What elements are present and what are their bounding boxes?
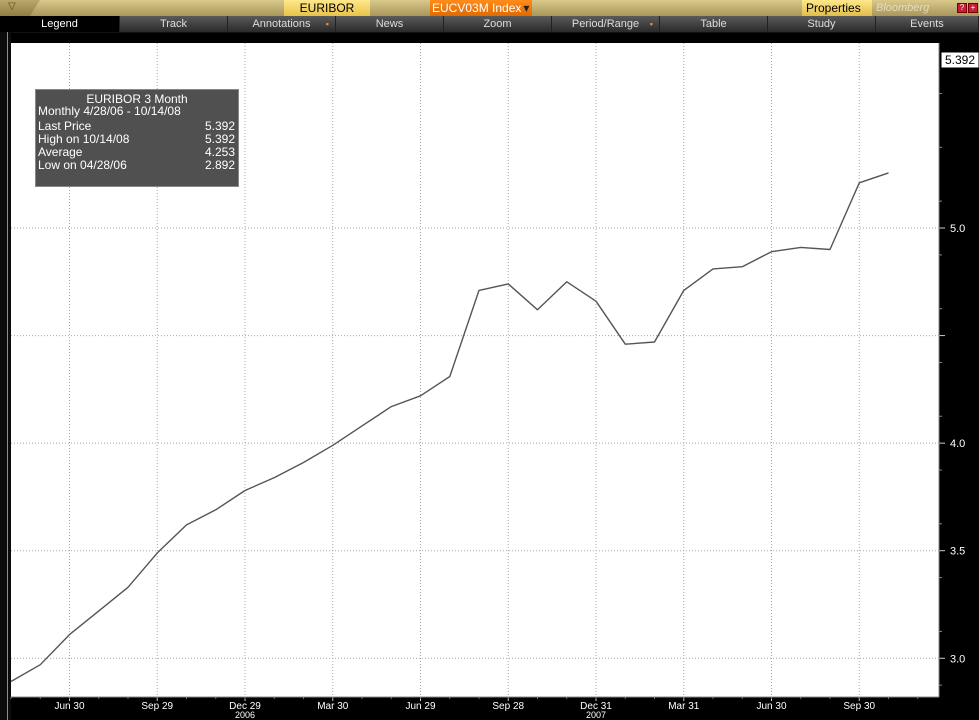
- menu-item-study[interactable]: Study: [768, 16, 876, 32]
- menu-item-news[interactable]: News: [336, 16, 444, 32]
- menu-item-track[interactable]: Track: [120, 16, 228, 32]
- x-tick-label: Dec 29: [229, 701, 261, 712]
- menu-item-table[interactable]: Table: [660, 16, 768, 32]
- legend-row-last-price: Last Price 5.392: [38, 119, 235, 133]
- last-value-label: 5.392: [945, 53, 975, 67]
- legend-subtitle: Monthly 4/28/06 - 10/14/08: [38, 104, 181, 118]
- x-tick-label: Sep 29: [141, 701, 173, 712]
- series-line: [10, 172, 889, 683]
- chevron-down-icon: ▽: [8, 1, 16, 12]
- dropdown-arrow-icon[interactable]: ▾: [523, 1, 530, 15]
- maximize-icon[interactable]: +: [968, 3, 978, 13]
- ticker-field[interactable]: EUCV03M Index ▾: [430, 0, 532, 16]
- help-icon[interactable]: ?: [957, 3, 967, 13]
- x-tick-label: Jun 30: [756, 701, 786, 712]
- legend-row-high: High on 10/14/08 5.392: [38, 132, 235, 146]
- x-tick-label: Sep 30: [843, 701, 875, 712]
- chart-menu-bar: Legend Track Annotations ▪ News Zoom Period/Ra…: [0, 16, 979, 33]
- menu-item-annotations[interactable]: Annotations ▪: [228, 16, 336, 32]
- y-axis-panel: [939, 43, 979, 697]
- x-tick-label: Sep 28: [492, 701, 524, 712]
- legend-title: EURIBOR 3 Month: [86, 92, 188, 106]
- x-year-label: 2007: [586, 710, 606, 720]
- x-tick-label: Mar 30: [317, 701, 349, 712]
- x-tick-label: Dec 31: [580, 701, 612, 712]
- menu-item-period-range[interactable]: Period/Range ▪: [552, 16, 660, 32]
- left-border: [0, 32, 11, 720]
- x-tick-label: Jun 30: [54, 701, 84, 712]
- series-name-field[interactable]: EURIBOR: [284, 0, 370, 16]
- title-bar: ▽ EURIBOR EUCV03M Index ▾ Properties Bloo…: [0, 0, 979, 16]
- x-tick-label: Jun 29: [405, 701, 435, 712]
- last-value-box: [940, 51, 979, 69]
- y-tick-label: 3.0: [950, 653, 965, 665]
- y-tick-label: 4.0: [950, 438, 965, 450]
- menu-item-legend[interactable]: Legend: [0, 16, 120, 32]
- x-tick-label: Mar 31: [668, 701, 700, 712]
- legend-row-low: Low on 04/28/06 2.892: [38, 158, 235, 172]
- legend-box[interactable]: EURIBOR 3 Month Monthly 4/28/06 - 10/14/…: [35, 89, 239, 187]
- properties-button[interactable]: Properties: [802, 0, 872, 16]
- brand-logo: Bloomberg: [876, 2, 930, 14]
- menu-item-zoom[interactable]: Zoom: [444, 16, 552, 32]
- x-year-label: 2006: [235, 710, 255, 720]
- window-menu-tab[interactable]: ▽: [0, 0, 40, 16]
- x-axis-panel: [11, 697, 979, 720]
- y-tick-label: 3.5: [950, 546, 965, 558]
- ticker-label: EUCV03M Index: [432, 1, 522, 15]
- y-tick-label: 5.0: [950, 223, 965, 235]
- legend-row-average: Average 4.253: [38, 145, 235, 159]
